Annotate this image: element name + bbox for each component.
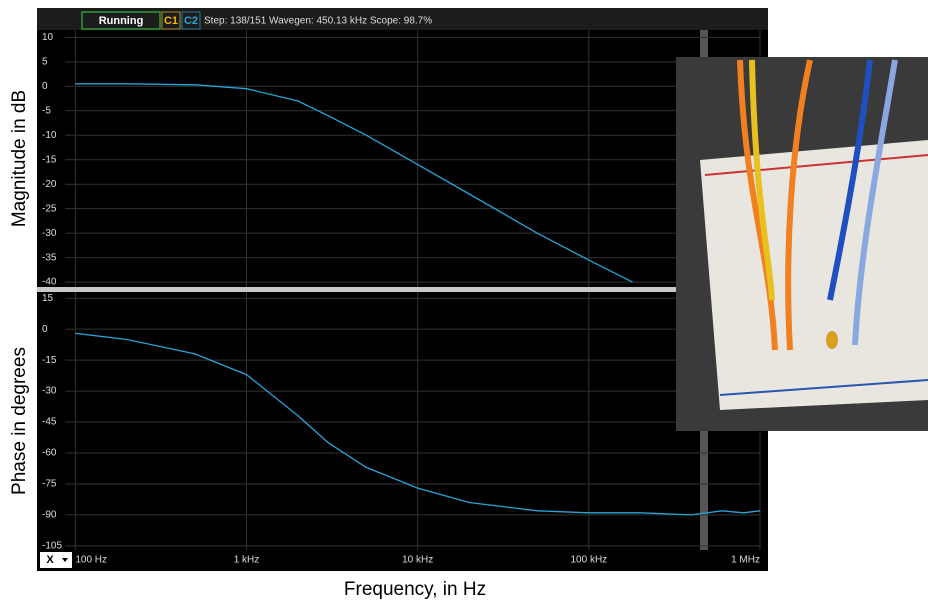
y-axis-title: Magnitude in dB	[9, 90, 30, 227]
y-tick-label: 10	[42, 32, 54, 43]
x-tick-label: 1 kHz	[234, 555, 260, 566]
y-tick-label: -15	[42, 154, 57, 165]
y-tick-label: -20	[42, 179, 57, 190]
y-tick-label: -25	[42, 203, 57, 214]
y-tick-label: -105	[42, 541, 62, 552]
y-tick-label: -40	[42, 277, 57, 288]
y-tick-label: -10	[42, 130, 57, 141]
breadboard-photo	[676, 57, 928, 431]
capacitor	[826, 331, 838, 349]
breadboard	[700, 140, 928, 410]
y-tick-label: -35	[42, 252, 57, 263]
y-tick-label: 15	[42, 293, 54, 304]
x-selector[interactable]	[40, 552, 72, 568]
y-tick-label: 0	[42, 324, 48, 335]
x-tick-label: 100 kHz	[570, 555, 607, 566]
x-tick-label: 100 Hz	[75, 555, 107, 566]
y-tick-label: -90	[42, 510, 57, 521]
y-tick-label: -75	[42, 479, 57, 490]
x-tick-label: 1 MHz	[731, 555, 760, 566]
channel-1: C1	[164, 15, 178, 27]
splitter[interactable]	[37, 287, 768, 292]
x-tick-label: 10 kHz	[402, 555, 433, 566]
status: Running	[99, 15, 144, 27]
page: Running C1 C2 Step: 138/151 Wavegen: 450…	[0, 0, 928, 610]
y-tick-label: -30	[42, 228, 57, 239]
y-tick-label: -5	[42, 105, 51, 116]
status-info: Step: 138/151 Wavegen: 450.13 kHz Scope:…	[204, 16, 432, 27]
y-axis-title: Phase in degrees	[9, 347, 30, 495]
y-tick-label: -45	[42, 417, 57, 428]
y-tick-label: -30	[42, 386, 57, 397]
x-selector-label: X	[46, 554, 54, 566]
y-tick-label: -15	[42, 355, 57, 366]
y-tick-label: -60	[42, 448, 57, 459]
x-axis-title: Frequency, in Hz	[344, 579, 486, 600]
y-tick-label: 5	[42, 56, 48, 67]
screen: Running C1 C2 Step: 138/151 Wavegen: 450…	[0, 0, 928, 605]
channel-2: C2	[184, 15, 198, 27]
y-tick-label: 0	[42, 81, 48, 92]
